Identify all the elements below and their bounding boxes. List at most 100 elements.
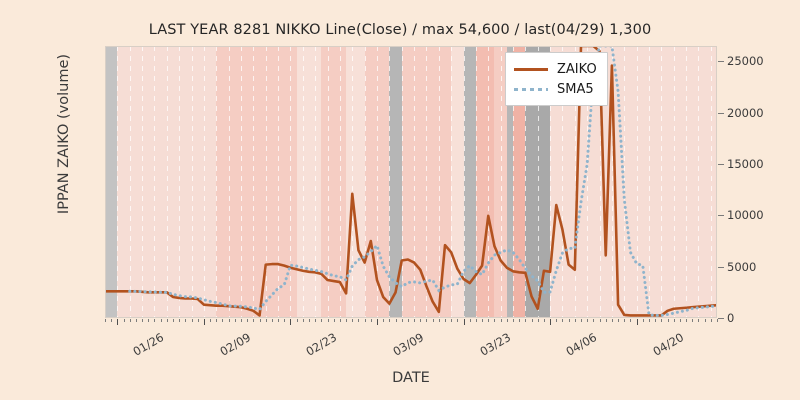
x-tick-minor [667,319,669,322]
x-tick-minor [247,319,249,322]
legend-label: SMA5 [557,81,594,97]
gridline [501,46,502,318]
x-tick-minor [556,319,558,322]
x-tick-minor [389,319,391,322]
x-tick-minor [587,319,589,322]
x-tick-minor [222,319,224,322]
y-tick-mark [718,266,724,268]
x-tick-label: 03/23 [476,330,513,359]
background-band [506,46,513,318]
x-tick-minor [500,319,502,322]
gridline [711,46,712,318]
gridline [513,46,514,318]
x-tick-minor [445,319,446,322]
background-band [513,46,526,318]
gridline [661,46,662,318]
gridline [488,46,489,318]
gridline [562,46,563,318]
x-tick-minor [407,319,409,322]
gridline [365,46,366,318]
x-tick-minor [234,319,236,322]
x-tick-label: 04/06 [563,330,600,359]
x-tick-minor [562,319,564,322]
gridline [154,46,155,318]
x-tick-minor [197,319,199,322]
x-tick-minor [525,319,527,322]
x-tick-minor [191,319,193,322]
x-tick-major [290,319,292,325]
x-tick-minor [581,319,582,322]
x-tick-minor [284,319,286,322]
x-tick-minor [253,319,255,322]
series-line-sma5 [128,46,717,317]
gridline [179,46,180,318]
x-tick-minor [315,319,317,322]
y-tick-mark [718,215,724,217]
background-band [463,46,476,318]
x-tick-minor [432,319,434,322]
x-tick-label: 03/09 [390,330,427,359]
x-tick-minor [574,319,576,322]
background-band [451,46,464,318]
legend-swatch-line-icon [514,62,548,76]
x-tick-minor [537,319,539,322]
x-tick-minor [216,319,218,322]
gridline [328,46,329,318]
x-tick-major [550,319,552,325]
x-tick-minor [618,319,620,322]
gridline [229,46,230,318]
x-tick-minor [111,319,113,322]
gridline [266,46,267,318]
gridline [352,46,353,318]
x-tick-minor [451,319,453,322]
x-tick-minor [160,319,162,322]
gridline [476,46,477,318]
gridline [451,46,452,318]
x-tick-minor [154,319,156,322]
x-tick-minor [302,319,304,322]
x-tick-minor [438,319,440,322]
background-band [346,46,365,318]
legend-swatch-dotted-icon [514,82,548,96]
x-tick-minor [475,319,477,322]
x-tick-minor [401,319,403,322]
x-tick-label: 02/23 [303,330,340,359]
gridline [686,46,687,318]
chart-title: LAST YEAR 8281 NIKKO Line(Close) / max 5… [148,22,652,38]
x-tick-minor [655,319,657,322]
x-tick-minor [395,319,397,322]
x-tick-minor [649,319,650,322]
x-tick-minor [426,319,428,322]
gridline [340,46,341,318]
gridline [612,46,613,318]
x-tick-minor [321,319,323,322]
x-tick-minor [414,319,416,322]
x-tick-minor [358,319,360,322]
x-tick-minor [661,319,663,322]
legend-item-sma5[interactable]: SMA5 [514,79,597,99]
legend-item-zaiko[interactable]: ZAIKO [514,59,597,79]
x-tick-minor [704,319,706,322]
x-tick-minor [327,319,329,322]
x-tick-minor [346,319,348,322]
legend-label: ZAIKO [557,61,597,77]
x-tick-major [636,319,638,325]
x-tick-minor [383,319,385,322]
x-tick-minor [531,319,533,322]
x-tick-minor [364,319,366,322]
gridline [674,46,675,318]
gridline [464,46,465,318]
x-tick-minor [686,319,688,322]
x-tick-minor [166,319,168,322]
x-tick-minor [278,319,280,322]
y-tick-mark [718,112,724,114]
x-tick-minor [698,319,700,322]
x-tick-minor [519,319,521,322]
x-tick-major [203,319,205,325]
gridline [377,46,378,318]
x-tick-minor [105,319,106,322]
x-tick-minor [129,319,131,322]
x-tick-minor [370,319,372,322]
gridline [303,46,304,318]
x-tick-minor [710,319,712,322]
